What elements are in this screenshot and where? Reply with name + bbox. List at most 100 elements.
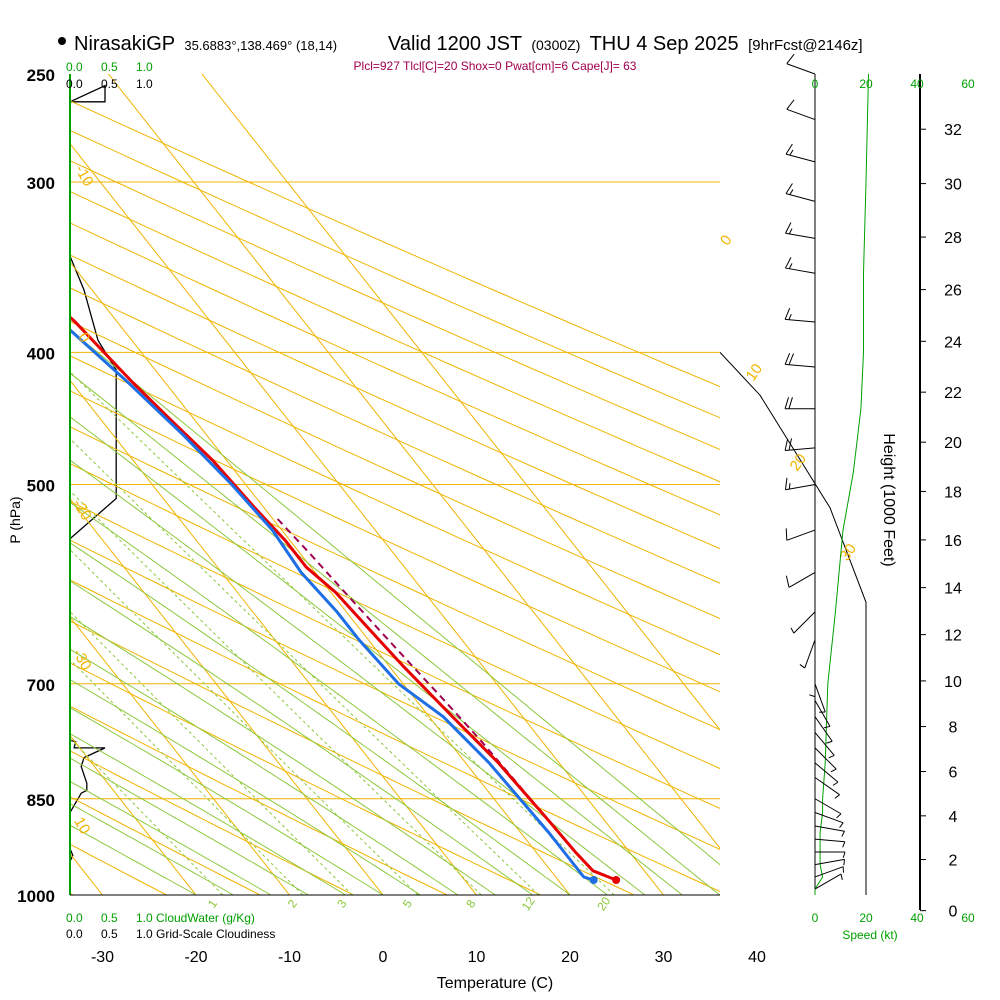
wind-barb-staff bbox=[814, 838, 845, 843]
isotherm-line bbox=[0, 74, 9, 895]
temperature-tick-label: 30 bbox=[655, 949, 673, 966]
isotherm-label: 10 bbox=[70, 814, 93, 837]
mixing-ratio-line bbox=[70, 548, 419, 895]
height-tick-label: 26 bbox=[944, 283, 962, 300]
moist-adiabat bbox=[70, 678, 421, 895]
wind-speed-line bbox=[814, 73, 869, 895]
cloudwater-tick-bottom: 1.0 bbox=[136, 911, 153, 925]
wind-barb-flag bbox=[788, 397, 793, 409]
wind-barb-flag bbox=[788, 438, 793, 451]
wind-barb-staff bbox=[786, 108, 816, 121]
wind-barb bbox=[785, 143, 816, 163]
wind-barb-staff bbox=[804, 639, 816, 669]
wind-barb-staff bbox=[785, 484, 816, 491]
isotherm-line bbox=[70, 379, 477, 895]
moist-adiabat bbox=[70, 803, 234, 895]
wind-barb-flag bbox=[839, 822, 844, 828]
station-dot-icon bbox=[58, 37, 66, 45]
dry-adiabat bbox=[70, 222, 720, 516]
pressure-tick-label: 500 bbox=[27, 477, 55, 496]
mixing-ratio-label: 5 bbox=[400, 897, 415, 911]
speed-tick-bottom: 40 bbox=[910, 911, 924, 925]
parcel-line bbox=[276, 518, 594, 872]
wind-barb-staff bbox=[786, 63, 816, 75]
dry-adiabat bbox=[70, 662, 541, 895]
cloudwater-tick-top: 0.5 bbox=[101, 60, 118, 74]
cloudiness-tick-top: 1.0 bbox=[136, 77, 153, 91]
dry-adiabat bbox=[70, 750, 354, 895]
wind-barb bbox=[814, 762, 839, 786]
wind-barb bbox=[785, 183, 816, 202]
wind-barb-flag bbox=[789, 149, 794, 156]
wind-barb-flag bbox=[784, 353, 791, 365]
wind-barb bbox=[814, 716, 833, 744]
moist-adiabat bbox=[70, 416, 683, 895]
height-boundary bbox=[719, 352, 867, 895]
cloudwater-tick-bottom: 0.0 bbox=[66, 911, 83, 925]
height-axis-label: Height (1000 Feet) bbox=[880, 433, 897, 566]
height-tick-label: 30 bbox=[944, 177, 962, 194]
height-tick-label: 12 bbox=[944, 628, 962, 645]
moist-adiabat bbox=[70, 501, 608, 895]
dry-adiabat bbox=[70, 579, 720, 893]
wind-barb bbox=[814, 777, 840, 799]
wind-barb-flag bbox=[786, 99, 795, 110]
wind-barb bbox=[785, 528, 816, 541]
dry-adiabat bbox=[70, 355, 720, 656]
isotherm-label: 30 bbox=[837, 541, 860, 564]
wind-barb-staff bbox=[814, 732, 835, 756]
cloudwater-tick-top: 0.0 bbox=[66, 60, 83, 74]
wind-barb-staff bbox=[814, 866, 844, 878]
isotherm-line bbox=[70, 261, 571, 895]
dry-adiabat bbox=[70, 390, 720, 693]
temperature-tick-label: -30 bbox=[91, 949, 114, 966]
moist-adiabat bbox=[70, 780, 272, 895]
temperature-tick-label: 40 bbox=[748, 949, 766, 966]
height-tick-label: 6 bbox=[949, 765, 958, 782]
wind-barb bbox=[790, 611, 816, 634]
dry-adiabat bbox=[70, 705, 448, 895]
mixing-ratio-label: 20 bbox=[594, 894, 613, 913]
pressure-tick-label: 300 bbox=[27, 174, 55, 193]
pressure-tick-label: 400 bbox=[27, 344, 55, 363]
temperature-tick-label: 0 bbox=[379, 949, 388, 966]
wind-barb-flag bbox=[785, 143, 793, 155]
pressure-tick-label: 850 bbox=[27, 791, 55, 810]
moist-adiabat bbox=[70, 372, 720, 895]
wind-barb-flag bbox=[788, 263, 793, 269]
wind-barb-staff bbox=[814, 762, 839, 783]
station-coords: 35.6883°,138.469° (18,14) bbox=[184, 38, 337, 53]
wind-barb-flag bbox=[785, 183, 793, 194]
wind-barb-flag bbox=[785, 528, 788, 541]
wind-barb-flag bbox=[836, 813, 842, 819]
isotherm-label: 20 bbox=[787, 451, 810, 474]
wind-barb-flag bbox=[784, 308, 791, 320]
isotherm-line bbox=[201, 74, 720, 731]
wind-barb-staff bbox=[785, 447, 816, 451]
svg-text:Valid 1200 JST (0300Z): Valid 1200 JST (0300Z) THU 4 Sep 2025 [9… bbox=[388, 33, 863, 55]
wind-barb-staff bbox=[814, 716, 833, 742]
wind-barb bbox=[814, 866, 844, 878]
wind-barb-flag bbox=[785, 222, 792, 234]
wind-barb-flag bbox=[824, 725, 831, 729]
temperature-line bbox=[70, 315, 617, 882]
wind-barb-staff bbox=[814, 798, 842, 815]
mixing-ratio-label: 1 bbox=[205, 897, 220, 911]
cloudwater-tick-top: 1.0 bbox=[136, 60, 153, 74]
dry-adiabat bbox=[70, 129, 720, 419]
wind-barb-flag bbox=[784, 438, 789, 451]
mixing-ratio-label: 12 bbox=[519, 894, 538, 913]
cloudwater-tick-bottom: 0.5 bbox=[101, 911, 118, 925]
wind-barb-flag bbox=[830, 768, 837, 773]
cloudiness-tick-top: 0.5 bbox=[101, 77, 118, 91]
wind-barb-staff bbox=[814, 858, 845, 866]
wind-barb-staff bbox=[814, 747, 837, 770]
temperature-tick-label: -10 bbox=[278, 949, 301, 966]
isotherm-line bbox=[70, 616, 290, 895]
stability-indices: Plcl=927 Tlcl[C]=20 Shox=0 Pwat[cm]=6 Ca… bbox=[354, 59, 637, 73]
cloudiness-profile bbox=[70, 74, 117, 862]
wind-barb-staff bbox=[785, 267, 816, 274]
wind-barb bbox=[814, 858, 846, 866]
forecast-date: THU 4 Sep 2025 bbox=[590, 33, 739, 55]
